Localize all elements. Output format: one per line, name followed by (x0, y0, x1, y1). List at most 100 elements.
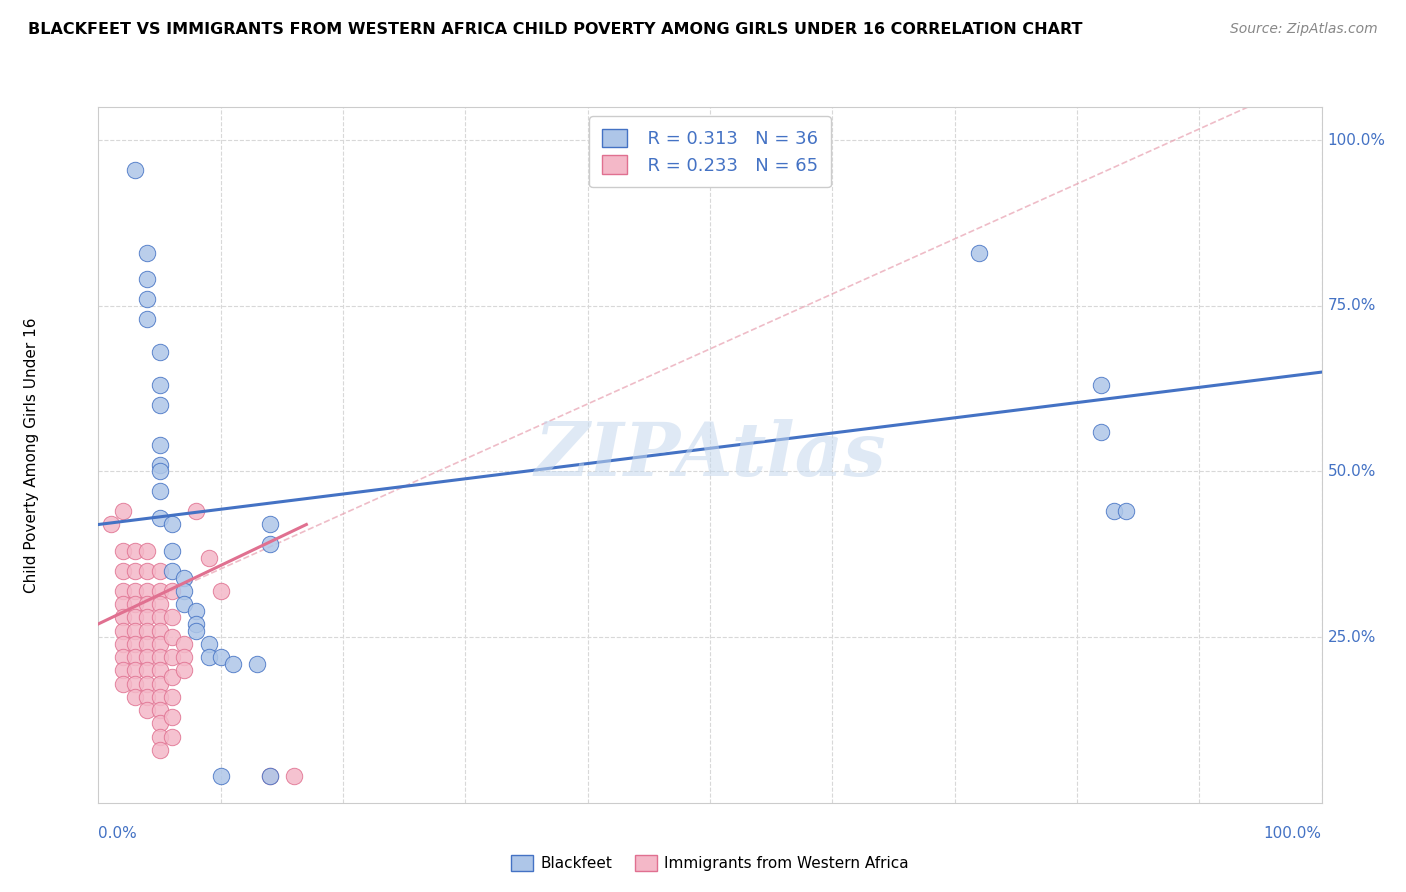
Point (149, 637, 172, 651)
Point (111, 583, 134, 598)
Point (136, 583, 159, 598)
Point (149, 597, 172, 611)
Point (160, 730, 183, 744)
Point (149, 438, 172, 452)
Point (136, 690, 159, 704)
Point (149, 650, 172, 665)
Point (173, 650, 195, 665)
Point (111, 610, 134, 624)
Point (149, 378, 172, 392)
Point (124, 663, 146, 677)
Text: 0.0%: 0.0% (98, 826, 138, 841)
Point (160, 610, 183, 624)
Point (173, 637, 195, 651)
Point (246, 657, 269, 671)
Point (209, 769, 232, 783)
Point (100, 517, 122, 532)
Text: BLACKFEET VS IMMIGRANTS FROM WESTERN AFRICA CHILD POVERTY AMONG GIRLS UNDER 16 C: BLACKFEET VS IMMIGRANTS FROM WESTERN AFR… (28, 22, 1083, 37)
Point (136, 610, 159, 624)
Text: Source: ZipAtlas.com: Source: ZipAtlas.com (1230, 22, 1378, 37)
Point (111, 564, 134, 578)
Point (160, 564, 183, 578)
Point (149, 663, 172, 677)
Point (111, 663, 134, 677)
Point (149, 743, 172, 757)
Point (173, 597, 195, 611)
Point (197, 550, 219, 565)
Point (967, 245, 990, 260)
Point (283, 769, 305, 783)
Point (149, 398, 172, 412)
Point (136, 292, 159, 306)
Point (149, 703, 172, 717)
Point (136, 650, 159, 665)
Point (209, 650, 232, 665)
Point (149, 564, 172, 578)
Point (222, 657, 245, 671)
Legend: Blackfeet, Immigrants from Western Africa: Blackfeet, Immigrants from Western Afric… (503, 847, 917, 879)
Point (136, 637, 159, 651)
Point (111, 650, 134, 665)
Point (160, 690, 183, 704)
Point (149, 624, 172, 638)
Point (136, 272, 159, 286)
Point (173, 570, 195, 584)
Point (136, 676, 159, 690)
Point (149, 484, 172, 499)
Point (111, 637, 134, 651)
Point (111, 597, 134, 611)
Point (173, 583, 195, 598)
Point (149, 690, 172, 704)
Point (186, 604, 208, 618)
Point (149, 345, 172, 359)
Point (124, 564, 146, 578)
Point (111, 676, 134, 690)
Point (124, 637, 146, 651)
Point (124, 690, 146, 704)
Point (111, 624, 134, 638)
Point (149, 583, 172, 598)
Point (124, 650, 146, 665)
Point (124, 610, 146, 624)
Point (136, 663, 159, 677)
Point (1090, 378, 1112, 392)
Point (136, 312, 159, 326)
Point (149, 458, 172, 472)
Point (197, 650, 219, 665)
Point (149, 676, 172, 690)
Text: 100.0%: 100.0% (1264, 826, 1322, 841)
Point (124, 583, 146, 598)
Point (197, 637, 219, 651)
Point (124, 163, 146, 178)
Point (160, 517, 183, 532)
Point (136, 245, 159, 260)
Text: 25.0%: 25.0% (1327, 630, 1376, 645)
Point (149, 610, 172, 624)
Text: 50.0%: 50.0% (1327, 464, 1376, 479)
Point (124, 597, 146, 611)
Point (186, 504, 208, 518)
Point (1115, 504, 1137, 518)
Point (1102, 504, 1125, 518)
Point (111, 504, 134, 518)
Point (259, 517, 281, 532)
Point (259, 537, 281, 551)
Point (160, 544, 183, 558)
Point (160, 630, 183, 644)
Point (136, 564, 159, 578)
Point (136, 624, 159, 638)
Point (149, 730, 172, 744)
Point (149, 465, 172, 479)
Point (136, 544, 159, 558)
Text: Child Poverty Among Girls Under 16: Child Poverty Among Girls Under 16 (24, 318, 38, 592)
Text: 75.0%: 75.0% (1327, 298, 1376, 313)
Text: ZIPAtlas: ZIPAtlas (534, 418, 886, 491)
Point (136, 703, 159, 717)
Point (160, 650, 183, 665)
Point (160, 670, 183, 684)
Point (186, 624, 208, 638)
Point (259, 769, 281, 783)
Point (149, 511, 172, 525)
Point (160, 709, 183, 723)
Point (124, 544, 146, 558)
